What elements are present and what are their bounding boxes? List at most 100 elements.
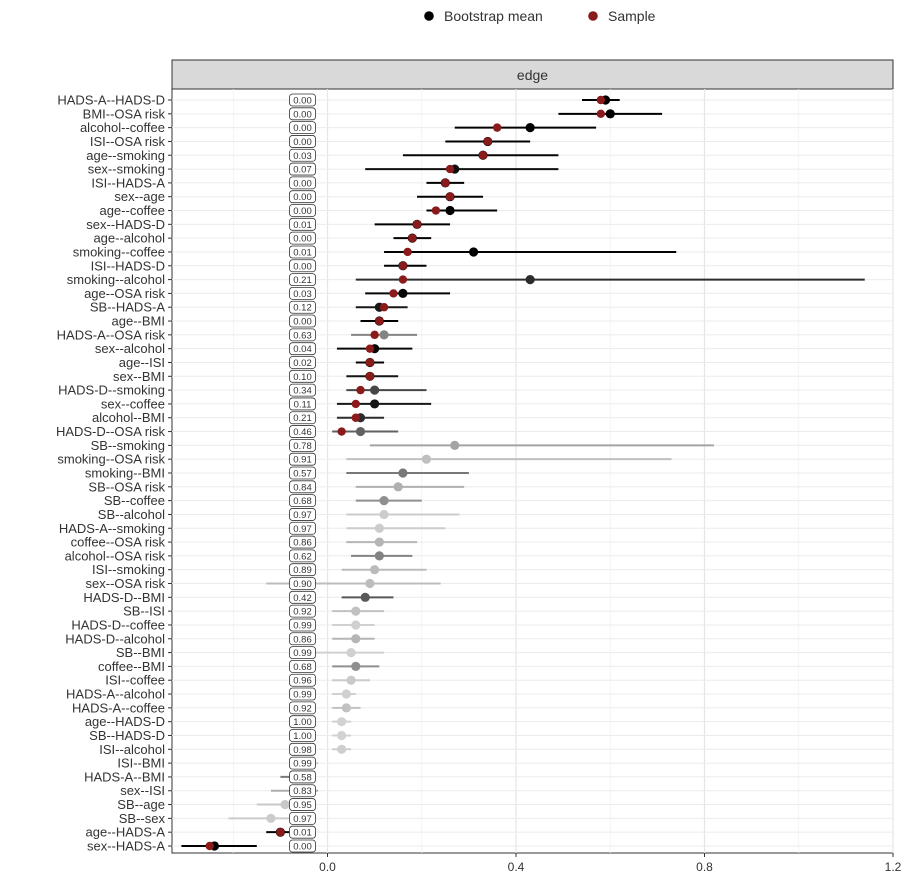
proportion-label: 0.99: [293, 648, 312, 659]
y-tick-label: sex--ISI: [120, 783, 165, 798]
x-tick-label: 1.2: [885, 860, 902, 874]
y-tick-label: SB--BMI: [116, 645, 165, 660]
y-tick-label: alcohol--BMI: [92, 410, 165, 425]
proportion-label-box: [289, 135, 316, 148]
sample-points: [205, 95, 606, 851]
proportion-label-box: [289, 245, 316, 259]
proportion-label: 0.03: [293, 151, 312, 162]
proportion-label: 0.00: [293, 261, 312, 272]
y-tick-label: age--smoking: [86, 148, 165, 163]
proportion-label-box: [289, 369, 316, 383]
proportion-label-box: [289, 190, 316, 204]
y-tick-label: ISI--HADS-A: [91, 175, 165, 190]
proportion-label: 0.12: [293, 303, 312, 314]
y-tick-label: SB--age: [117, 797, 165, 812]
sample-point: [431, 206, 441, 215]
proportion-label: 0.84: [293, 482, 312, 493]
bootstrap-mean-point: [351, 620, 361, 630]
y-tick-label: coffee--BMI: [98, 659, 165, 674]
y-tick-label: smoking--coffee: [73, 244, 165, 259]
proportion-label: 0.95: [293, 800, 312, 811]
y-tick-label: BMI--OSA risk: [83, 106, 166, 121]
bootstrap-mean-point: [525, 123, 535, 133]
proportion-label-box: [289, 590, 316, 604]
y-tick-label: age--OSA risk: [84, 286, 165, 301]
bootstrap-mean-point: [379, 496, 389, 506]
sample-point: [365, 358, 375, 367]
proportion-label: 0.90: [293, 579, 312, 590]
bootstrap-mean-point: [445, 205, 455, 216]
proportion-label: 0.78: [293, 441, 312, 452]
facet-strip-background: [171, 59, 894, 90]
y-tick-label: HADS-A--smoking: [59, 521, 165, 536]
sample-point: [370, 330, 379, 340]
proportion-label: 0.86: [293, 538, 312, 549]
y-tick-label: ISI--coffee: [105, 673, 165, 688]
y-tick-label: sex--age: [114, 189, 165, 204]
sample-point: [389, 289, 398, 298]
proportion-label: 0.01: [293, 828, 312, 839]
y-tick-label: HADS-D--smoking: [58, 383, 165, 398]
proportion-label: 0.97: [293, 524, 312, 535]
proportion-label: 0.00: [293, 109, 312, 120]
proportion-label: 0.00: [293, 137, 312, 148]
y-tick-label: age--ISI: [119, 355, 165, 370]
proportion-label-box: [289, 287, 316, 300]
y-tick-label: HADS-D--OSA risk: [56, 424, 166, 439]
sample-point: [276, 827, 285, 837]
sample-point: [356, 385, 365, 395]
y-tick-label: age--alcohol: [93, 231, 165, 246]
proportion-label-box: [289, 148, 316, 162]
sample-point: [205, 841, 214, 851]
sample-point: [398, 275, 408, 284]
bootstrap-mean-point: [379, 509, 389, 520]
proportion-label-box: [289, 93, 316, 107]
sample-point: [398, 261, 408, 270]
y-tick-label: age--coffee: [99, 203, 165, 218]
y-tick-label: ISI--HADS-D: [91, 258, 165, 273]
x-tick-label: 0.8: [696, 860, 713, 874]
bootstrap-mean-point: [280, 799, 290, 810]
bootstrap-mean-point: [398, 288, 408, 299]
sample-point: [412, 220, 422, 229]
proportion-label: 0.91: [293, 455, 312, 466]
proportion-label: 0.11: [294, 399, 312, 410]
y-tick-label: SB--ISI: [123, 604, 165, 619]
proportion-label-box: [289, 162, 316, 176]
sample-point: [351, 413, 360, 422]
proportion-label-box: [289, 784, 316, 798]
proportion-label: 0.00: [293, 317, 312, 328]
sample-point: [375, 316, 384, 326]
bootstrap-mean-point: [370, 565, 380, 575]
y-tick-label: ISI--smoking: [92, 562, 165, 577]
x-tick-label: 0.0: [319, 860, 336, 874]
y-tick-label: sex--BMI: [113, 369, 165, 384]
sample-point: [351, 399, 360, 409]
proportion-label-box: [289, 342, 316, 356]
legend: Bootstrap mean Sample: [424, 8, 656, 24]
proportion-label-box: [289, 811, 316, 825]
bootstrap-mean-point: [370, 385, 380, 395]
y-tick-label: sex--HADS-A: [87, 839, 165, 854]
proportion-label-box: [289, 825, 316, 839]
y-tick-label: SB--smoking: [91, 438, 165, 453]
bootstrap-mean-point: [379, 330, 389, 340]
y-tick-label: alcohol--coffee: [80, 120, 165, 135]
proportion-label: 0.62: [293, 551, 312, 562]
proportion-label-box: [289, 438, 316, 452]
bootstrap-mean-point: [360, 592, 370, 602]
proportion-label-box: [289, 494, 316, 508]
sample-point: [365, 372, 375, 381]
proportion-label-box: [289, 604, 316, 618]
x-axis-ticks: 0.0 0.4 0.8 1.2: [319, 853, 902, 874]
y-tick-label: HADS-D--coffee: [71, 617, 165, 632]
proportion-label-box: [289, 231, 316, 245]
y-tick-label: ISI--OSA risk: [90, 134, 166, 149]
proportion-label-box: [289, 798, 316, 811]
proportion-label-box: [289, 328, 316, 342]
proportion-label: 0.00: [293, 123, 312, 134]
sample-point: [596, 109, 606, 119]
proportion-label-box: [289, 521, 316, 535]
